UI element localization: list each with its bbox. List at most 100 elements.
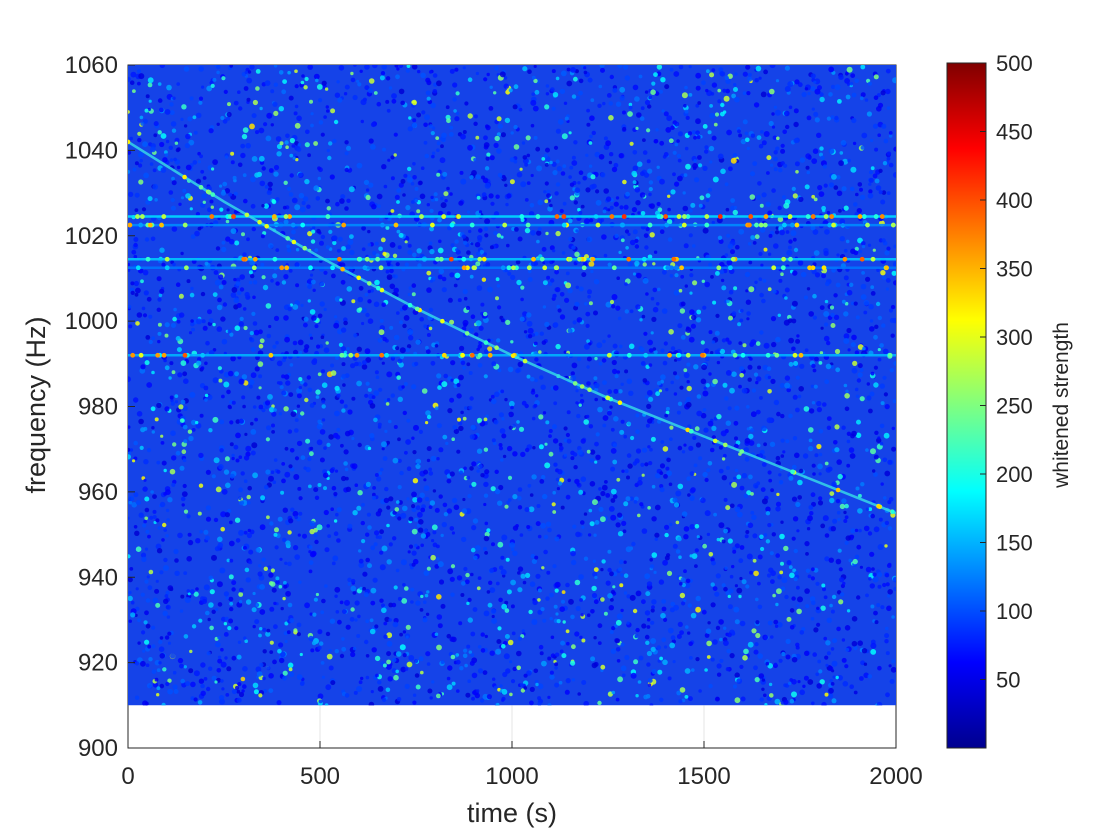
speckle [317, 313, 323, 319]
speckle [811, 463, 816, 468]
speckle [498, 412, 504, 418]
speckle [739, 545, 745, 550]
speckle [745, 584, 750, 589]
speckle [846, 439, 851, 444]
speckle [399, 644, 406, 651]
speckle [690, 202, 696, 208]
speckle [627, 261, 633, 267]
speckle [128, 595, 133, 602]
speckle [345, 486, 352, 492]
speckle [624, 229, 630, 234]
speckle [143, 290, 149, 296]
speckle [405, 624, 411, 630]
speckle [496, 132, 501, 137]
speckle [853, 301, 858, 306]
speckle [238, 418, 244, 424]
speckle [455, 659, 461, 665]
speckle [228, 574, 234, 580]
speckle [639, 347, 645, 353]
speckle [777, 574, 782, 580]
speckle [205, 505, 211, 511]
speckle [305, 129, 310, 135]
speckle [163, 468, 167, 473]
speckle [654, 504, 661, 511]
speckle [780, 520, 784, 524]
speckle [398, 232, 404, 238]
speckle [802, 453, 809, 459]
speckle [788, 361, 794, 367]
speckle [411, 122, 418, 129]
speckle [854, 528, 859, 533]
speckle [478, 325, 484, 331]
speckle [169, 395, 174, 400]
speckle [140, 364, 146, 370]
speckle [511, 631, 516, 636]
speckle [454, 239, 459, 244]
speckle [721, 285, 727, 291]
speckle [683, 443, 687, 447]
speckle [154, 198, 158, 202]
speckle [348, 186, 355, 193]
speckle [388, 419, 392, 424]
speckle [302, 533, 307, 539]
speckle [530, 553, 536, 559]
speckle [384, 486, 389, 492]
speckle [227, 329, 232, 334]
speckle [332, 138, 337, 144]
speckle [407, 550, 411, 554]
speckle [234, 240, 240, 246]
speckle [268, 475, 274, 482]
speckle [796, 585, 800, 590]
speckle [275, 340, 279, 345]
speckle [401, 385, 405, 389]
speckle [624, 282, 628, 286]
speckle [754, 234, 760, 240]
speckle [194, 230, 200, 237]
speckle [523, 686, 528, 690]
speckle [849, 282, 854, 287]
speckle [316, 423, 323, 430]
speckle [645, 640, 650, 645]
speckle [893, 244, 896, 249]
speckle [245, 599, 252, 605]
speckle [653, 72, 658, 77]
speckle [284, 446, 289, 451]
speckle [731, 564, 735, 569]
speckle [456, 393, 462, 399]
speckle [277, 648, 282, 654]
speckle [462, 234, 467, 239]
speckle [775, 79, 780, 83]
speckle [453, 504, 460, 511]
speckle [649, 232, 655, 238]
speckle [826, 210, 831, 215]
speckle [552, 249, 556, 253]
speckle [386, 108, 391, 113]
speckle [783, 163, 788, 168]
speckle [408, 516, 414, 522]
speckle [791, 464, 797, 470]
speckle [791, 300, 798, 307]
speckle [846, 609, 851, 613]
speckle [806, 115, 812, 121]
speckle [636, 272, 642, 279]
speckle [490, 394, 495, 399]
speckle [170, 121, 177, 127]
speckle [354, 600, 360, 606]
speckle [781, 577, 788, 584]
speckle [455, 653, 460, 657]
speckle [556, 304, 561, 309]
speckle [462, 416, 467, 421]
speckle [751, 628, 757, 634]
speckle [234, 371, 240, 377]
speckle [882, 275, 887, 280]
speckle [224, 456, 230, 462]
speckle [726, 299, 730, 304]
speckle [388, 618, 392, 622]
speckle [661, 308, 668, 314]
speckle [517, 571, 521, 575]
speckle [142, 649, 146, 653]
speckle [593, 376, 598, 381]
speckle [690, 323, 697, 329]
speckle [235, 458, 240, 463]
speckle [309, 99, 313, 104]
